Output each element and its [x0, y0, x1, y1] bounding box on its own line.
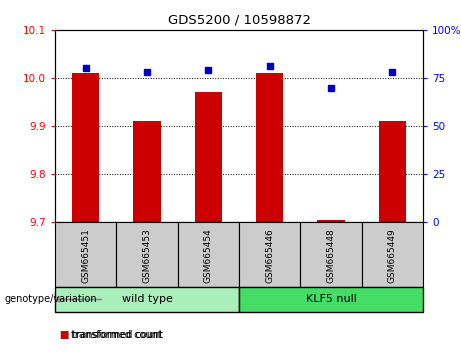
Bar: [239, 287, 423, 312]
Bar: [55, 222, 116, 287]
Text: wild type: wild type: [122, 295, 172, 304]
Text: GSM665448: GSM665448: [326, 228, 336, 283]
Bar: [177, 222, 239, 287]
Bar: [55, 287, 239, 312]
Text: transformed count: transformed count: [71, 330, 162, 340]
Bar: [116, 222, 177, 287]
Text: ■: ■: [59, 330, 69, 340]
Text: GSM665446: GSM665446: [265, 228, 274, 283]
Text: ■ transformed count: ■ transformed count: [59, 330, 163, 340]
Bar: [362, 222, 423, 287]
Bar: [239, 222, 300, 287]
Text: GSM665453: GSM665453: [142, 228, 152, 283]
Bar: [300, 222, 362, 287]
Bar: [317, 219, 345, 222]
Text: GSM665451: GSM665451: [81, 228, 90, 283]
Title: GDS5200 / 10598872: GDS5200 / 10598872: [167, 13, 311, 26]
Bar: [72, 73, 100, 222]
Bar: [133, 121, 161, 222]
Bar: [195, 92, 222, 222]
Text: KLF5 null: KLF5 null: [306, 295, 356, 304]
Bar: [256, 73, 284, 222]
Text: genotype/variation: genotype/variation: [5, 295, 97, 304]
Bar: [378, 121, 406, 222]
Text: GSM665454: GSM665454: [204, 228, 213, 283]
Text: GSM665449: GSM665449: [388, 228, 397, 283]
